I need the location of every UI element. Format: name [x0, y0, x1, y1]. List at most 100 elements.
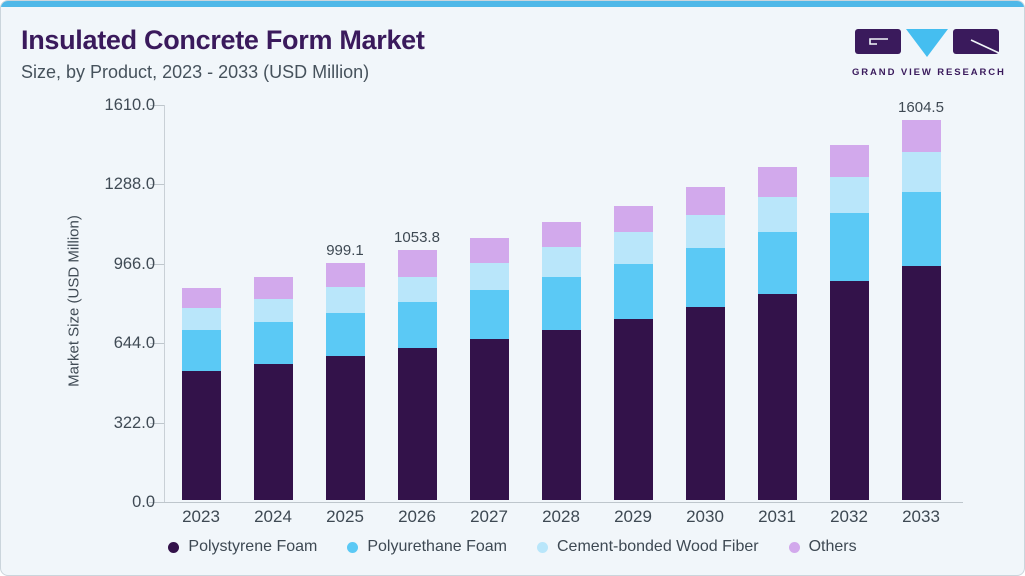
bar-segment — [829, 145, 869, 177]
bar-segment — [181, 308, 221, 331]
x-axis-label: 2024 — [254, 507, 292, 526]
bar-2032 — [829, 145, 869, 500]
grand-view-research-logo: GRAND VIEW RESEARCH — [852, 27, 1006, 78]
bar-segment — [613, 319, 653, 500]
bar-segment — [613, 231, 653, 265]
bar-segment — [253, 363, 293, 500]
legend-label: Others — [808, 538, 857, 555]
bar-segment — [253, 322, 293, 364]
value-label: 999.1 — [326, 242, 364, 260]
legend-item: Polyurethane Foam — [347, 538, 507, 556]
bar-2027 — [469, 238, 509, 500]
bar-segment — [757, 294, 797, 500]
x-axis-label: 2027 — [470, 507, 508, 526]
bar-segment — [397, 250, 437, 277]
page-subtitle: Size, by Product, 2023 - 2033 (USD Milli… — [21, 62, 370, 83]
logo-wordmark: GRAND VIEW RESEARCH — [852, 67, 1006, 78]
page-title: Insulated Concrete Form Market — [21, 25, 425, 55]
y-tick-label: 1610.0 — [104, 96, 155, 114]
bar-2024 — [253, 276, 293, 500]
bar-2030 — [685, 187, 725, 500]
x-axis-label: 2031 — [758, 507, 796, 526]
bar-segment — [901, 152, 941, 193]
y-tick-label: 322.0 — [113, 413, 155, 432]
y-tick-mark — [150, 422, 164, 424]
bar-segment — [829, 213, 869, 281]
bar-segment — [757, 196, 797, 232]
value-label: 1604.5 — [898, 99, 944, 117]
bar-segment — [469, 339, 509, 500]
bar-segment — [901, 120, 941, 153]
y-tick-label: 966.0 — [113, 254, 155, 273]
bar-segment — [613, 264, 653, 320]
bar-segment — [397, 276, 437, 302]
bar-2026 — [397, 250, 437, 500]
top-accent-bar — [1, 1, 1024, 7]
x-axis-label: 2025 — [326, 507, 364, 526]
bar-segment — [469, 263, 509, 291]
bar-segment — [613, 206, 653, 232]
bar-segment — [685, 307, 725, 500]
bar-segment — [469, 238, 509, 264]
bar-2028 — [541, 222, 581, 500]
legend-item: Cement-bonded Wood Fiber — [536, 538, 759, 556]
bar-segment — [541, 247, 581, 277]
x-axis-label: 2029 — [614, 507, 652, 526]
bar-segment — [757, 231, 797, 295]
bar-segment — [901, 192, 941, 267]
y-tick-label: 1288.0 — [104, 175, 155, 194]
x-axis-label: 2026 — [398, 507, 436, 526]
bar-segment — [397, 348, 437, 500]
x-axis-label: 2033 — [902, 507, 940, 526]
bar-segment — [829, 280, 869, 500]
bar-2033 — [901, 120, 941, 500]
bar-2023 — [181, 288, 221, 500]
legend-label: Polystyrene Foam — [188, 538, 318, 555]
bar-segment — [829, 176, 869, 214]
legend: Polystyrene Foam Polyurethane Foam Cement-… — [1, 538, 1024, 556]
bar-segment — [397, 301, 437, 349]
x-axis-label: 2023 — [182, 507, 220, 526]
bar-segment — [253, 276, 293, 299]
bar-segment — [685, 248, 725, 308]
bar-segment — [901, 266, 941, 500]
legend-swatch-icon — [168, 541, 180, 553]
x-axis-label: 2032 — [830, 507, 868, 526]
y-tick-mark — [150, 263, 164, 265]
x-axis-line — [149, 502, 963, 503]
legend-swatch-icon — [536, 541, 548, 553]
bar-segment — [685, 187, 725, 216]
legend-swatch-icon — [347, 541, 359, 553]
bar-segment — [541, 276, 581, 331]
bar-2025 — [325, 263, 365, 500]
legend-item: Polystyrene Foam — [168, 538, 317, 556]
value-label: 1053.8 — [394, 229, 440, 247]
bar-segment — [325, 356, 365, 500]
y-tick-mark — [150, 105, 164, 106]
legend-item: Others — [788, 538, 857, 556]
y-tick-label: 644.0 — [113, 334, 155, 353]
x-axis-label: 2028 — [542, 507, 580, 526]
legend-swatch-icon — [788, 541, 800, 553]
bar-segment — [181, 371, 221, 500]
y-axis-title: Market Size (USD Million) — [65, 215, 83, 387]
x-axis-label: 2030 — [686, 507, 724, 526]
bar-segment — [325, 287, 365, 314]
y-tick-mark — [150, 343, 164, 345]
grand-view-research-icon — [855, 29, 1000, 57]
bar-2031 — [757, 167, 797, 500]
bar-segment — [757, 167, 797, 197]
bar-segment — [181, 288, 221, 309]
bar-segment — [325, 263, 365, 288]
y-axis-line — [164, 105, 165, 502]
bar-segment — [469, 290, 509, 340]
y-tick-mark — [150, 184, 164, 186]
legend-label: Cement-bonded Wood Fiber — [556, 538, 759, 555]
bar-segment — [253, 298, 293, 323]
y-tick-label: 0.0 — [132, 493, 155, 511]
y-tick-mark — [150, 502, 164, 503]
bar-segment — [181, 330, 221, 372]
header: Insulated Concrete Form Market Size, by … — [21, 25, 425, 83]
